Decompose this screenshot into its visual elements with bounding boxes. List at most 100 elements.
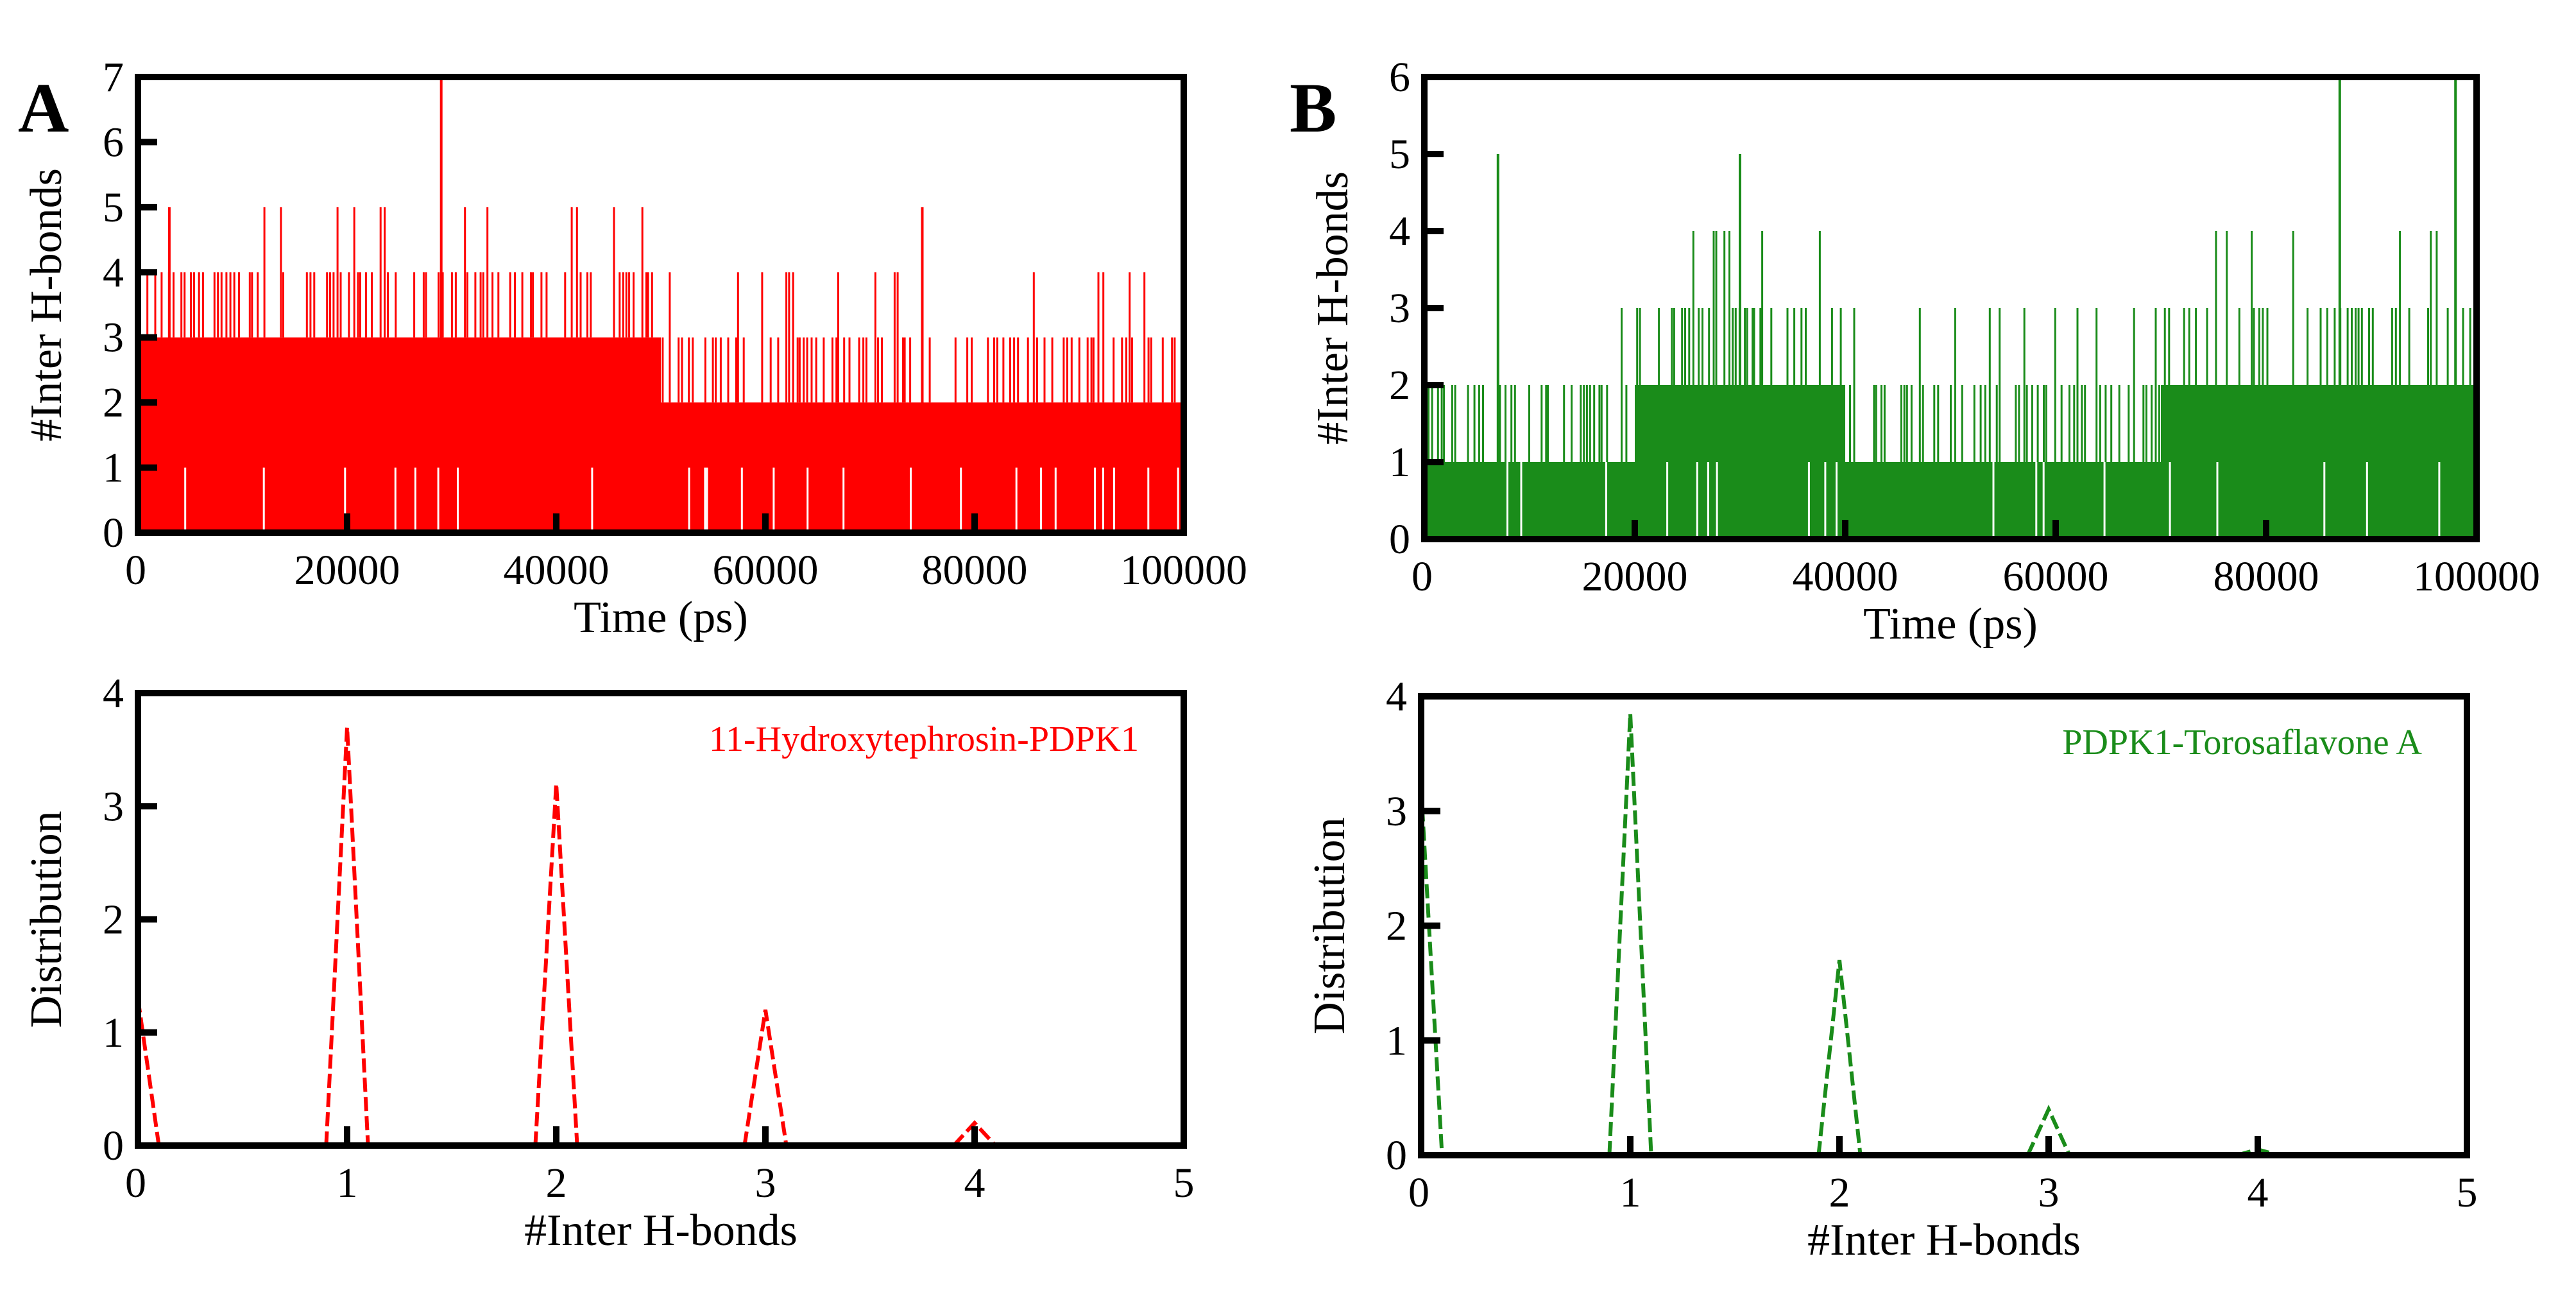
x-tick-label: 0 <box>125 547 146 594</box>
x-tick-label: 4 <box>964 1160 985 1207</box>
y-tick-label: 1 <box>103 1010 124 1056</box>
x-axis-label: Time (ps) <box>1863 599 2038 649</box>
y-tick-label: 6 <box>103 119 124 166</box>
y-axis-label: #Inter H-bonds <box>1308 171 1358 445</box>
y-tick-label: 1 <box>1386 1017 1407 1064</box>
y-tick-label: 4 <box>103 670 124 717</box>
y-tick-label: 5 <box>1389 131 1410 178</box>
y-tick-label: 0 <box>103 510 124 556</box>
x-tick-label: 5 <box>1173 1160 1195 1207</box>
series-band-0 <box>1424 462 1635 539</box>
series-spikes-4 <box>874 272 1176 403</box>
chart-a-distribution: 11-Hydroxytephrosin-PDPK1 0 1 2 3 4 5 0 1 2 3 4 #Int… <box>22 670 1195 1255</box>
series-spikes-3 <box>661 272 867 403</box>
x-tick-label: 1 <box>337 1160 358 1207</box>
series-band-2 <box>1845 462 2161 539</box>
y-tick-label: 0 <box>1389 516 1410 563</box>
plot-area <box>138 726 997 1146</box>
x-tick-label: 1 <box>1620 1169 1641 1216</box>
series-spikes-1 <box>190 207 444 338</box>
series-band-3 <box>661 402 870 533</box>
legend-entry: 11-Hydroxytephrosin-PDPK1 <box>709 719 1139 759</box>
distribution-peak-0 <box>1421 787 1444 1155</box>
y-axis-label: Distribution <box>22 811 71 1027</box>
plot-frame <box>1418 693 2470 1158</box>
y-tick-label: 2 <box>1386 903 1407 950</box>
series-spikes-2 <box>450 207 653 338</box>
x-axis-label: #Inter H-bonds <box>1807 1216 2081 1265</box>
y-tick-label: 0 <box>1386 1132 1407 1179</box>
x-tick-label: 40000 <box>1793 553 1898 600</box>
series-band-2 <box>452 337 661 533</box>
y-tick-label: 0 <box>103 1122 124 1169</box>
x-tick-label: 20000 <box>294 547 400 594</box>
legend-entry: PDPK1-Torosaflavone A <box>2062 723 2422 762</box>
y-tick-label: 4 <box>103 249 124 296</box>
series-band-3 <box>2161 385 2477 539</box>
series-spikes-3 <box>2163 231 2471 385</box>
series-gaps-0 <box>1506 462 1607 539</box>
y-tick-label: 3 <box>103 314 124 361</box>
x-tick-label: 2 <box>546 1160 567 1207</box>
y-tick-label: 3 <box>1389 285 1410 332</box>
y-tick-label: 4 <box>1386 673 1407 720</box>
plot-area <box>1424 77 2477 539</box>
series-gaps-3 <box>688 467 845 533</box>
panel-letter-b: B <box>1290 69 1336 147</box>
series-band-0 <box>138 337 191 533</box>
y-tick-label: 1 <box>1389 439 1410 486</box>
y-tick-label: 2 <box>103 897 124 943</box>
distribution-peak-3 <box>742 1010 789 1146</box>
series-gaps-1 <box>262 467 439 533</box>
x-axis-label: Time (ps) <box>574 593 748 642</box>
y-axis-label: Distribution <box>1305 817 1354 1034</box>
x-tick-label: 20000 <box>1582 553 1688 600</box>
y-tick-label: 3 <box>103 783 124 830</box>
series-gaps-3 <box>2169 462 2441 539</box>
distribution-peak-4 <box>952 1120 997 1146</box>
plot-frame <box>135 690 1187 1149</box>
x-tick-label: 5 <box>2457 1169 2478 1216</box>
chart-a-time-series: 0 20000 40000 60000 80000 100000 0 1 2 3 4 5 6 7 Time … <box>22 54 1247 642</box>
distribution-peak-2 <box>1816 959 1863 1155</box>
series-spikes-0 <box>139 272 186 338</box>
y-tick-label: 1 <box>103 445 124 492</box>
y-tick-label: 7 <box>103 54 124 101</box>
x-tick-label: 0 <box>1408 1169 1429 1216</box>
distribution-peak-3 <box>2026 1104 2072 1155</box>
series-band-4 <box>870 402 1184 533</box>
panel-letter-a: A <box>18 69 69 147</box>
x-tick-label: 2 <box>1829 1169 1850 1216</box>
distribution-peak-1 <box>324 726 370 1146</box>
x-tick-label: 100000 <box>1120 547 1247 594</box>
series-spikes-0 <box>1428 308 1628 462</box>
series-gaps-1 <box>1666 462 1838 539</box>
x-tick-label: 40000 <box>504 547 610 594</box>
y-axis-label: #Inter H-bonds <box>22 168 71 442</box>
plot-area <box>1421 713 2280 1155</box>
y-tick-label: 3 <box>1386 788 1407 835</box>
x-tick-label: 0 <box>125 1160 146 1207</box>
x-tick-label: 60000 <box>2003 553 2109 600</box>
x-axis-label: #Inter H-bonds <box>524 1206 798 1255</box>
x-tick-label: 80000 <box>2213 553 2319 600</box>
y-tick-label: 2 <box>103 379 124 426</box>
plot-area <box>138 77 1184 533</box>
chart-b-time-series: 0 20000 40000 60000 80000 100000 0 1 2 3 4 5 6 Time (… <box>1308 54 2540 649</box>
x-tick-label: 4 <box>2248 1169 2269 1216</box>
y-tick-label: 6 <box>1389 54 1410 101</box>
x-tick-label: 3 <box>755 1160 776 1207</box>
x-tick-label: 60000 <box>713 547 819 594</box>
series-spikes-2 <box>1849 308 2160 462</box>
x-tick-label: 100000 <box>2413 553 2540 600</box>
plot-frame <box>135 74 1187 536</box>
series-gaps-2 <box>457 467 593 533</box>
chart-b-distribution: PDPK1-Torosaflavone A 0 1 2 3 4 5 0 1 2 3 4 #Inter H… <box>1305 673 2478 1265</box>
x-tick-label: 0 <box>1412 553 1433 600</box>
distribution-peak-1 <box>1607 713 1653 1155</box>
distribution-peak-0 <box>138 998 161 1146</box>
series-band-1 <box>190 337 452 533</box>
y-tick-label: 5 <box>103 184 124 231</box>
series-gaps-2 <box>1992 462 2106 539</box>
